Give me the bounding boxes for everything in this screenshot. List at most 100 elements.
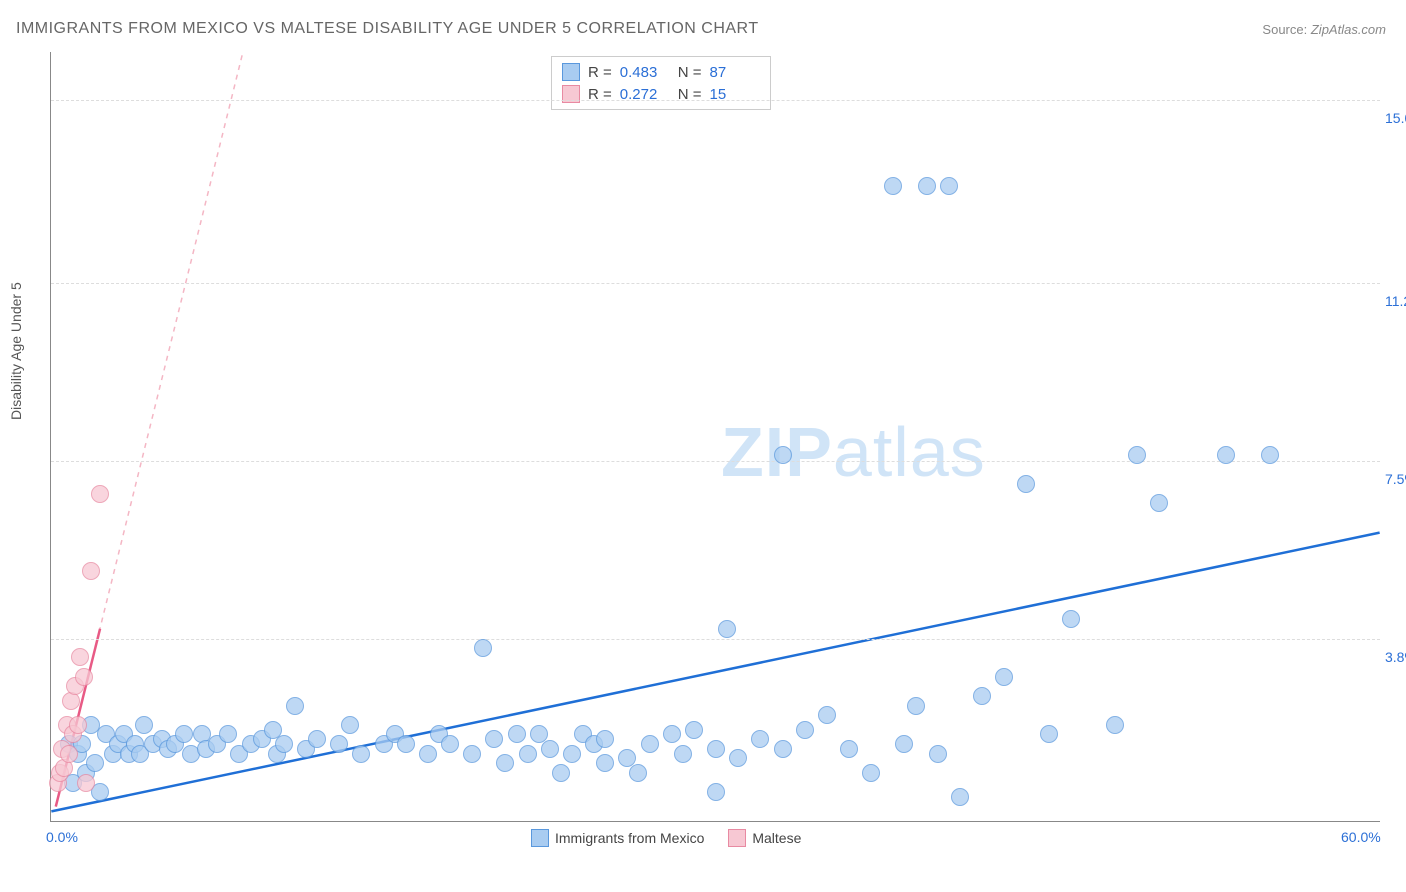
data-point	[485, 730, 503, 748]
r-label: R =	[588, 64, 612, 81]
data-point	[818, 706, 836, 724]
gridline	[51, 461, 1380, 462]
data-point	[718, 620, 736, 638]
data-point	[77, 774, 95, 792]
source-label: Source:	[1262, 22, 1307, 37]
data-point	[596, 730, 614, 748]
data-point	[1017, 475, 1035, 493]
data-point	[973, 687, 991, 705]
gridline	[51, 100, 1380, 101]
data-point	[60, 745, 78, 763]
data-point	[286, 697, 304, 715]
xtick-label: 60.0%	[1341, 829, 1381, 845]
ytick-label: 7.5%	[1385, 471, 1406, 487]
data-point	[508, 725, 526, 743]
y-axis-label: Disability Age Under 5	[8, 282, 24, 420]
data-point	[541, 740, 559, 758]
data-point	[596, 754, 614, 772]
r-value: 0.483	[620, 64, 670, 81]
chart-title: IMMIGRANTS FROM MEXICO VS MALTESE DISABI…	[16, 20, 759, 38]
data-point	[663, 725, 681, 743]
ytick-label: 3.8%	[1385, 649, 1406, 665]
source-value: ZipAtlas.com	[1311, 22, 1386, 37]
data-point	[707, 783, 725, 801]
data-point	[995, 668, 1013, 686]
stats-row: R =0.272N =15	[562, 83, 760, 105]
data-point	[352, 745, 370, 763]
data-point	[474, 639, 492, 657]
ytick-label: 15.0%	[1385, 110, 1406, 126]
n-value: 87	[710, 64, 760, 81]
data-point	[463, 745, 481, 763]
n-label: N =	[678, 64, 702, 81]
data-point	[82, 562, 100, 580]
data-point	[1062, 610, 1080, 628]
data-point	[71, 648, 89, 666]
data-point	[275, 735, 293, 753]
data-point	[496, 754, 514, 772]
data-point	[774, 740, 792, 758]
legend-swatch	[531, 829, 549, 847]
data-point	[69, 716, 87, 734]
data-point	[707, 740, 725, 758]
data-point	[441, 735, 459, 753]
data-point	[1261, 446, 1279, 464]
data-point	[1150, 494, 1168, 512]
data-point	[419, 745, 437, 763]
chart-container: IMMIGRANTS FROM MEXICO VS MALTESE DISABI…	[0, 0, 1406, 892]
data-point	[552, 764, 570, 782]
data-point	[341, 716, 359, 734]
data-point	[75, 668, 93, 686]
data-point	[907, 697, 925, 715]
data-point	[91, 485, 109, 503]
trend-lines-svg	[51, 52, 1380, 821]
data-point	[563, 745, 581, 763]
gridline	[51, 639, 1380, 640]
data-point	[895, 735, 913, 753]
trend-line	[51, 533, 1379, 812]
data-point	[330, 735, 348, 753]
data-point	[862, 764, 880, 782]
source-attribution: Source: ZipAtlas.com	[1262, 22, 1386, 37]
data-point	[519, 745, 537, 763]
xtick-label: 0.0%	[46, 829, 78, 845]
data-point	[729, 749, 747, 767]
data-point	[397, 735, 415, 753]
data-point	[674, 745, 692, 763]
plot-area: ZIPatlas R =0.483N =87R =0.272N =15 Immi…	[50, 52, 1380, 822]
data-point	[774, 446, 792, 464]
legend-item: Maltese	[728, 829, 801, 847]
legend-item: Immigrants from Mexico	[531, 829, 704, 847]
data-point	[951, 788, 969, 806]
data-point	[629, 764, 647, 782]
data-point	[918, 177, 936, 195]
data-point	[641, 735, 659, 753]
extrapolation-line	[56, 52, 350, 807]
data-point	[940, 177, 958, 195]
gridline	[51, 283, 1380, 284]
stats-legend: R = 0.483 N = 87 R =0.272N =15	[551, 56, 771, 110]
data-point	[1128, 446, 1146, 464]
data-point	[751, 730, 769, 748]
ytick-label: 11.2%	[1385, 293, 1406, 309]
data-point	[1106, 716, 1124, 734]
data-point	[135, 716, 153, 734]
data-point	[840, 740, 858, 758]
data-point	[219, 725, 237, 743]
data-point	[1040, 725, 1058, 743]
watermark-light: atlas	[833, 413, 986, 491]
legend-label: Immigrants from Mexico	[555, 830, 704, 846]
data-point	[685, 721, 703, 739]
stats-row: R = 0.483 N = 87	[562, 61, 760, 83]
data-point	[175, 725, 193, 743]
bottom-legend: Immigrants from Mexico Maltese	[531, 829, 801, 847]
data-point	[884, 177, 902, 195]
legend-swatch	[562, 63, 580, 81]
data-point	[929, 745, 947, 763]
data-point	[308, 730, 326, 748]
watermark: ZIPatlas	[721, 412, 986, 492]
data-point	[796, 721, 814, 739]
data-point	[1217, 446, 1235, 464]
data-point	[86, 754, 104, 772]
legend-swatch	[728, 829, 746, 847]
